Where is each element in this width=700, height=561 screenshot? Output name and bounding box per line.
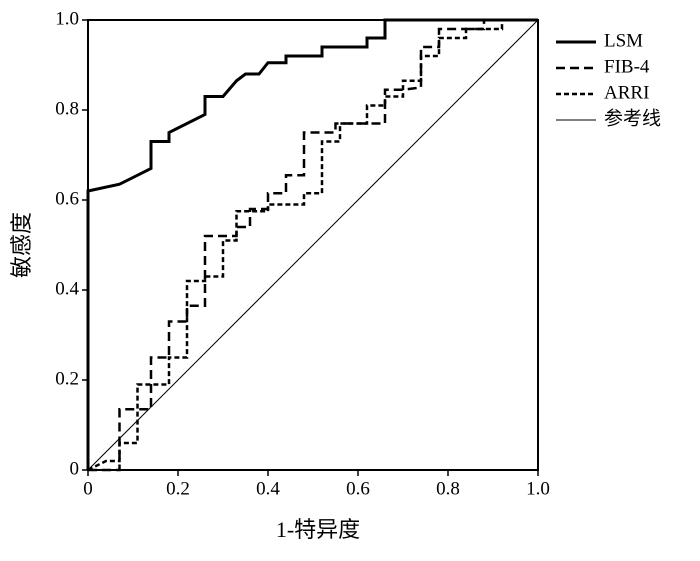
x-tick-label: 0.4 bbox=[256, 478, 280, 499]
x-tick-label: 0.8 bbox=[436, 478, 460, 499]
y-axis-label: 敏感度 bbox=[9, 212, 34, 278]
x-tick-label: 0 bbox=[83, 478, 93, 499]
y-tick-label: 0.6 bbox=[55, 188, 79, 209]
series-line bbox=[87, 19, 539, 471]
series-line bbox=[87, 18, 538, 472]
legend-label: FIB-4 bbox=[604, 56, 650, 77]
y-tick-label: 0.4 bbox=[55, 278, 79, 299]
series-line bbox=[88, 18, 538, 472]
y-tick-label: 1.0 bbox=[55, 8, 79, 29]
x-tick-label: 0.2 bbox=[166, 478, 190, 499]
legend-label: LSM bbox=[604, 30, 643, 51]
y-tick-label: 0 bbox=[70, 458, 80, 479]
y-tick-label: 0.2 bbox=[55, 368, 79, 389]
x-tick-label: 1.0 bbox=[526, 478, 550, 499]
legend-label: ARRI bbox=[604, 82, 649, 103]
y-tick-label: 0.8 bbox=[55, 98, 79, 119]
x-axis-label: 1-特异度 bbox=[276, 517, 360, 542]
legend-label: 参考线 bbox=[604, 107, 661, 129]
x-tick-label: 0.6 bbox=[346, 478, 370, 499]
series-line bbox=[86, 18, 538, 470]
